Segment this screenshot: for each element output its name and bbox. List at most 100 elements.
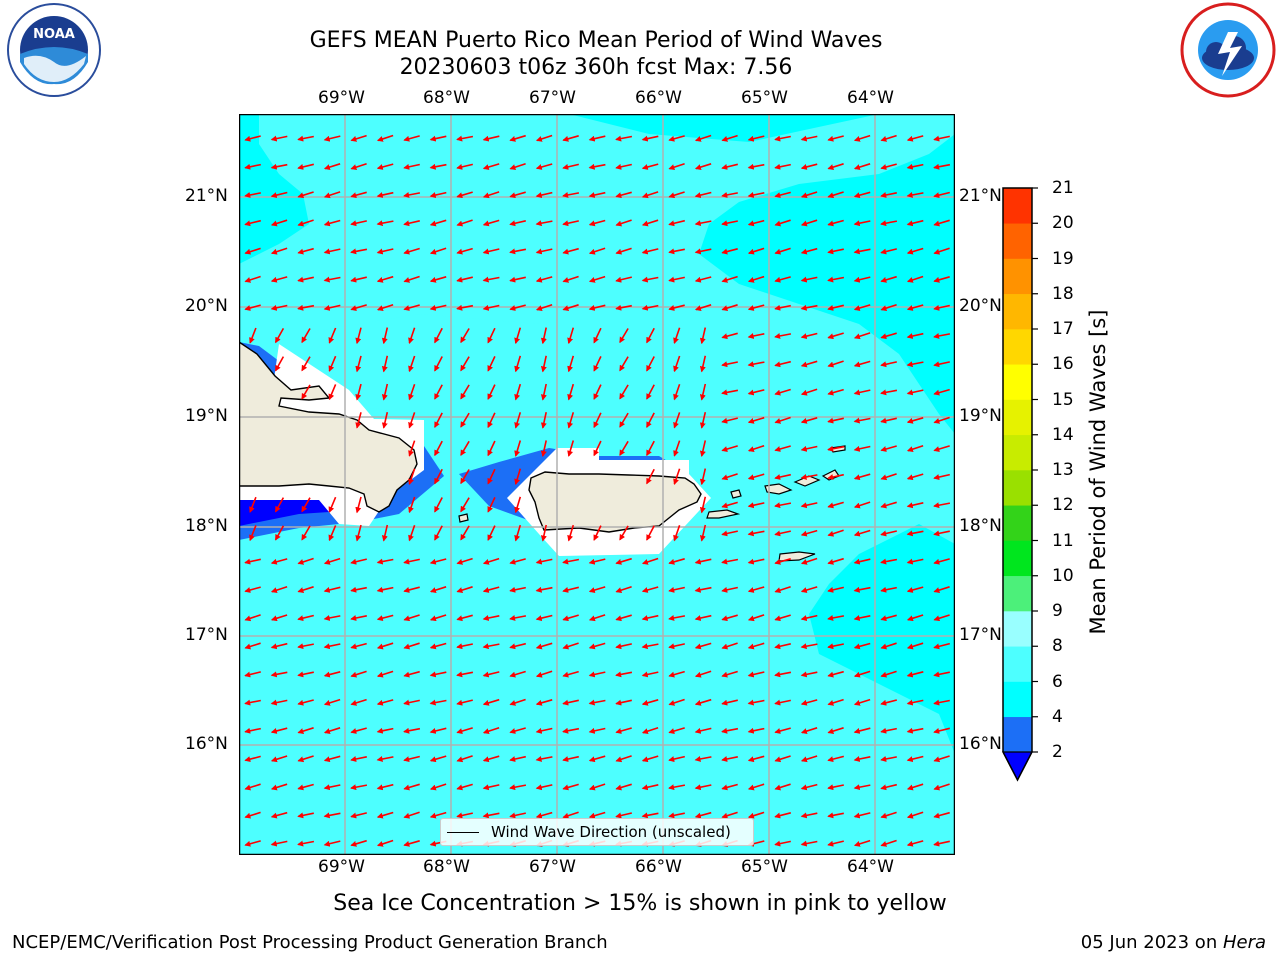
wind-wave-arrow: [323, 727, 341, 734]
wind-wave-arrow: [509, 784, 527, 791]
wind-wave-arrow: [615, 755, 632, 763]
wind-wave-arrow: [323, 135, 341, 142]
wind-wave-arrow: [747, 755, 765, 763]
wind-wave-arrow: [270, 163, 288, 170]
wind-wave-arrow: [456, 135, 474, 142]
wind-wave-arrow: [853, 332, 871, 340]
wind-wave-arrow: [244, 614, 261, 622]
wind-wave-arrow: [827, 304, 844, 311]
wind-wave-arrow: [641, 643, 659, 650]
wind-wave-arrow: [535, 699, 553, 706]
wind-wave-arrow: [562, 135, 579, 142]
wind-wave-arrow: [646, 440, 655, 457]
wind-wave-arrow: [593, 327, 602, 344]
colorbar-tick-label: 4: [1052, 706, 1063, 727]
wind-wave-arrow: [615, 163, 632, 170]
wind-wave-arrow: [721, 670, 738, 678]
wind-wave-arrow: [244, 699, 261, 706]
legend-label: Wind Wave Direction (unscaled): [491, 823, 731, 841]
wind-wave-arrow: [567, 412, 575, 429]
wind-wave-arrow: [376, 699, 394, 706]
wind-wave-arrow: [509, 134, 526, 142]
wind-wave-arrow: [615, 699, 632, 706]
wind-wave-arrow: [297, 163, 314, 170]
wind-wave-arrow: [270, 558, 288, 565]
wind-wave-arrow: [562, 163, 579, 170]
wind-wave-arrow: [540, 383, 547, 401]
wind-wave-arrow: [381, 524, 389, 542]
wind-wave-arrow: [408, 468, 416, 485]
wind-wave-arrow: [429, 586, 447, 593]
wind-wave-arrow: [482, 557, 500, 565]
wind-wave-arrow: [540, 355, 547, 373]
wind-wave-arrow: [540, 412, 547, 429]
wind-wave-arrow: [747, 219, 765, 227]
lat-label-right: 20°N: [959, 296, 1002, 316]
wind-wave-arrow: [694, 784, 712, 791]
wind-wave-arrow: [350, 162, 367, 170]
wind-wave-arrow: [376, 614, 394, 622]
wind-wave-arrow: [403, 220, 420, 227]
wind-wave-arrow: [429, 135, 447, 142]
wind-wave-arrow: [350, 191, 367, 199]
wind-wave-arrow: [323, 812, 341, 819]
wind-wave-arrow: [615, 219, 632, 227]
wind-wave-arrow: [270, 811, 288, 819]
footer-date: 05 Jun 2023 on: [1080, 932, 1223, 953]
wind-wave-arrow: [721, 473, 738, 481]
wind-wave-arrow: [456, 276, 473, 283]
wind-wave-arrow: [668, 670, 685, 678]
wind-wave-arrow: [376, 586, 394, 593]
wind-wave-arrow: [615, 191, 632, 199]
colorbar-tick-label: 16: [1052, 354, 1074, 375]
wind-wave-arrow: [673, 412, 681, 429]
wind-wave-arrow: [774, 783, 791, 791]
wind-wave-arrow: [562, 558, 580, 565]
wind-wave-arrow: [646, 468, 655, 485]
wind-wave-arrow: [906, 304, 924, 311]
wind-wave-arrow: [588, 135, 606, 142]
wind-wave-arrow: [668, 615, 686, 621]
wind-wave-arrow: [933, 755, 950, 763]
wind-wave-arrow: [323, 671, 341, 678]
wind-wave-arrow: [694, 191, 712, 199]
wind-wave-arrow: [350, 784, 368, 791]
wind-wave-arrow: [853, 756, 871, 762]
wind-wave-arrow: [456, 614, 473, 622]
wind-wave-arrow: [460, 412, 470, 428]
wind-wave-arrow: [274, 356, 285, 372]
wind-wave-arrow: [853, 670, 871, 678]
colorbar-segment: [1003, 364, 1032, 400]
wind-wave-arrow: [694, 727, 712, 734]
wind-wave-arrow: [408, 327, 416, 344]
wind-wave-arrow: [456, 247, 473, 255]
wind-wave-arrow: [297, 219, 314, 227]
wind-wave-arrow: [800, 474, 818, 480]
wind-wave-arrow: [668, 643, 685, 650]
wind-wave-arrow: [244, 840, 261, 847]
culebra-island: [730, 489, 742, 499]
wind-wave-arrow: [588, 586, 606, 593]
wind-wave-arrow: [880, 361, 897, 368]
wind-wave-arrow: [800, 502, 818, 509]
wind-wave-arrow: [721, 501, 738, 509]
wind-wave-arrow: [641, 191, 659, 199]
wind-wave-arrow: [244, 755, 261, 763]
lon-label-bottom: 69°W: [318, 857, 365, 877]
wind-wave-arrow: [827, 417, 844, 424]
wind-wave-arrow: [355, 383, 362, 401]
wind-wave-arrow: [933, 219, 950, 227]
wind-wave-arrow: [244, 219, 261, 227]
wind-wave-arrow: [509, 558, 526, 565]
wind-wave-arrow: [721, 304, 738, 311]
wind-wave-arrow: [588, 219, 606, 227]
wind-wave-arrow: [535, 220, 553, 227]
chart-title: GEFS MEAN Puerto Rico Mean Period of Win…: [309, 28, 883, 53]
wind-wave-arrow: [323, 276, 341, 283]
wind-wave-arrow: [747, 671, 765, 678]
wind-wave-arrow: [906, 558, 924, 565]
wind-wave-arrow: [514, 355, 522, 373]
wind-wave-arrow: [429, 276, 447, 283]
wind-wave-arrow: [747, 530, 765, 537]
wind-wave-arrow: [853, 191, 871, 199]
